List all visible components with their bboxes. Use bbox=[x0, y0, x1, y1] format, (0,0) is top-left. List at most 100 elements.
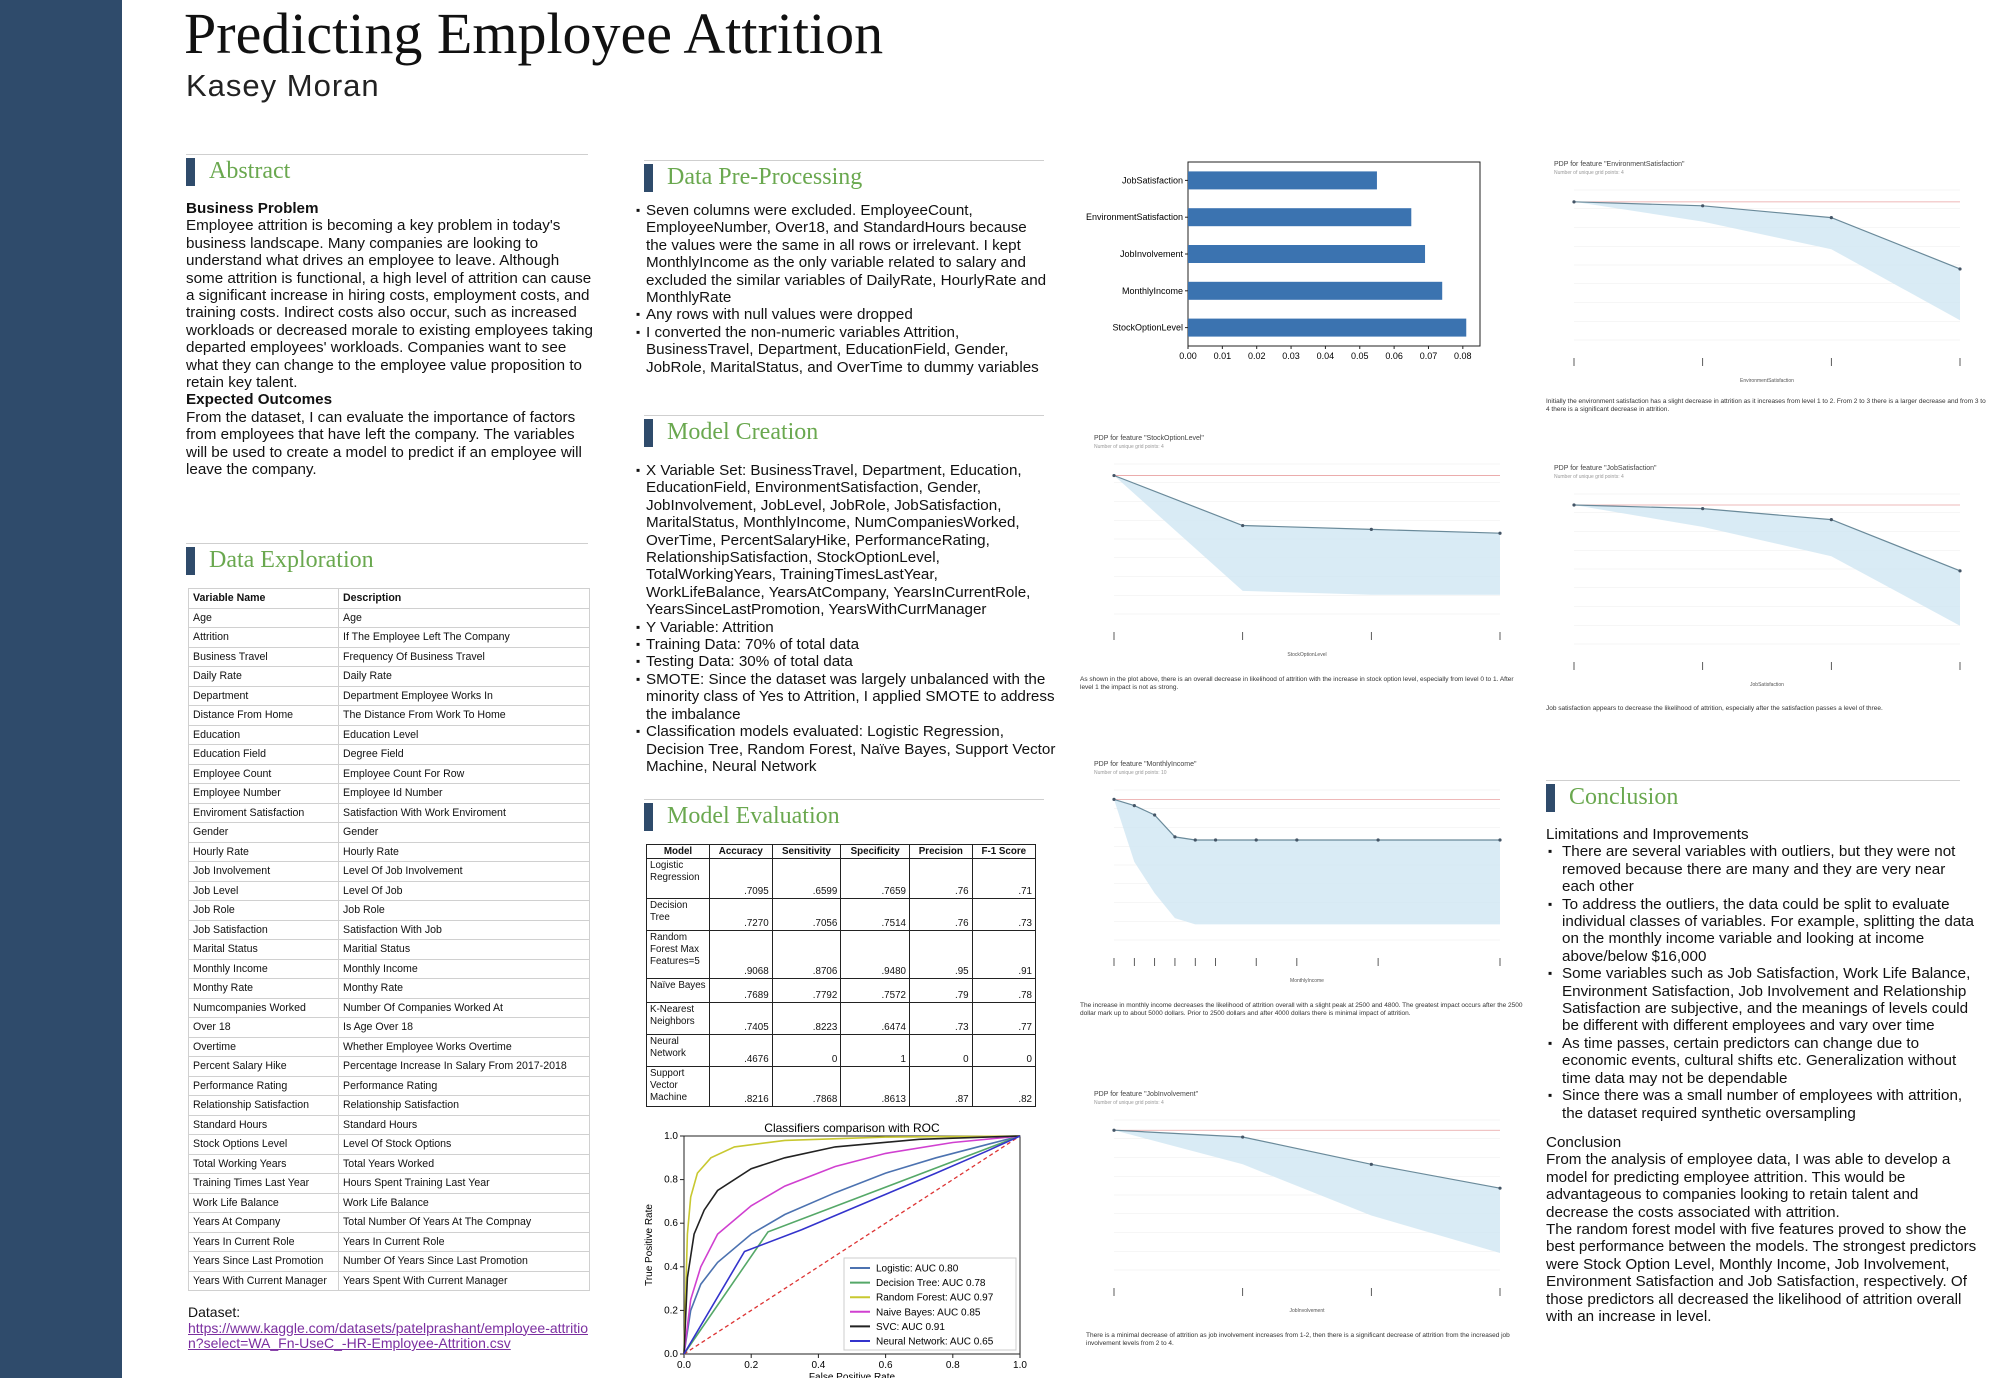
metric-value: .8706 bbox=[771, 930, 842, 979]
table-row: Attrition If The Employee Left The Compan… bbox=[188, 627, 590, 648]
pdp-point bbox=[1572, 503, 1576, 507]
table-cell: Years In Current Role bbox=[188, 1231, 339, 1252]
heading-bar bbox=[644, 802, 653, 831]
table-row: Numcompanies Worked Number Of Companies W… bbox=[188, 997, 590, 1018]
x-tick-label: 1.0 bbox=[1013, 1360, 1027, 1371]
table-row: Department Department Employee Works In bbox=[188, 685, 590, 706]
table-cell: Stock Options Level bbox=[188, 1134, 339, 1155]
confidence-band bbox=[1114, 1130, 1500, 1253]
category-label: StockOptionLevel bbox=[1112, 323, 1183, 333]
table-cell: Gender bbox=[338, 822, 590, 843]
y-tick-label: 0.0 bbox=[664, 1349, 678, 1360]
legend-box bbox=[843, 1257, 1017, 1351]
metric-value: .82 bbox=[971, 1066, 1037, 1107]
table-row: Support Vector Machine .8216.7868.8613.87… bbox=[646, 1066, 1037, 1107]
metric-value: .7514 bbox=[840, 898, 910, 931]
pdp-point bbox=[1572, 200, 1576, 204]
legend-entry: SVC: AUC 0.91 bbox=[876, 1322, 945, 1333]
list-item: X Variable Set: BusinessTravel, Departme… bbox=[636, 462, 1056, 619]
metric-value: .73 bbox=[908, 1002, 973, 1035]
pdp-subtitle: Number of unique grid points: 4 bbox=[1554, 170, 1624, 176]
x-tick-label: 0.06 bbox=[1385, 351, 1403, 361]
dataset-label: Dataset: bbox=[188, 1304, 241, 1320]
x-tick-label: 0.05 bbox=[1351, 351, 1369, 361]
model-name: Random Forest Max Features=5 bbox=[646, 930, 710, 979]
table-cell: Standard Hours bbox=[188, 1114, 339, 1135]
table-cell: Is Age Over 18 bbox=[338, 1017, 590, 1038]
list-item: Classification models evaluated: Logisti… bbox=[636, 723, 1056, 775]
metric-value: 0 bbox=[908, 1034, 973, 1067]
conclusion-heading: Conclusion bbox=[1546, 780, 1960, 814]
model-name: Neural Network bbox=[646, 1034, 710, 1067]
roc-series-line bbox=[683, 1135, 1021, 1355]
table-row: Daily Rate Daily Rate bbox=[188, 666, 590, 687]
table-cell: Number Of Years Since Last Promotion bbox=[338, 1251, 590, 1272]
heading-bar bbox=[1546, 783, 1555, 812]
pdp-point bbox=[1213, 838, 1218, 842]
column-header: Description bbox=[338, 588, 590, 609]
metric-value: .7792 bbox=[771, 978, 842, 1003]
table-cell: Level Of Job Involvement bbox=[338, 861, 590, 882]
metric-value: .95 bbox=[908, 930, 973, 979]
metric-value: .7270 bbox=[709, 898, 773, 931]
x-tick-label: 0.03 bbox=[1282, 351, 1300, 361]
dataset-link[interactable]: https://www.kaggle.com/datasets/patelpra… bbox=[188, 1319, 588, 1351]
importance-bar bbox=[1188, 208, 1412, 227]
list-item: There are several variables with outlier… bbox=[1546, 843, 1978, 895]
table-header-row: Model Accuracy Sensitivity Specificity Preci… bbox=[646, 844, 1037, 859]
table-cell: Monthly Income bbox=[338, 958, 590, 979]
pdp-x-label: JobInvolvement bbox=[1289, 1308, 1325, 1314]
table-cell: Percentage Increase In Salary From 2017-… bbox=[338, 1056, 590, 1077]
pdp-point bbox=[1701, 204, 1705, 208]
table-cell: Monthly Income bbox=[188, 958, 339, 979]
metric-value: 0 bbox=[971, 1034, 1037, 1067]
chance-line bbox=[683, 1135, 1021, 1355]
pdp-caption: Job satisfaction appears to decrease the… bbox=[1546, 705, 1883, 712]
table-cell: Daily Rate bbox=[338, 666, 590, 687]
metric-value: 0 bbox=[771, 1034, 842, 1067]
creation-list: X Variable Set: BusinessTravel, Departme… bbox=[636, 462, 1056, 775]
table-row: Standard Hours Standard Hours bbox=[188, 1114, 590, 1135]
table-cell: Employee Count bbox=[188, 763, 339, 784]
table-cell: Percent Salary Hike bbox=[188, 1056, 339, 1077]
exploration-heading-text: Data Exploration bbox=[209, 547, 374, 573]
pdp-line bbox=[1573, 201, 1961, 270]
pdp-point bbox=[1498, 1186, 1502, 1190]
table-cell: Employee Id Number bbox=[338, 783, 590, 804]
creation-heading: Model Creation bbox=[644, 415, 1044, 449]
metric-value: .9480 bbox=[840, 930, 910, 979]
table-cell: Years With Current Manager bbox=[188, 1270, 339, 1291]
table-row: Naïve Bayes .7689.7792.7572.79.78 bbox=[646, 978, 1037, 1003]
pdp-point bbox=[1173, 835, 1177, 839]
table-cell: Gender bbox=[188, 822, 339, 843]
importance-bar bbox=[1188, 171, 1377, 190]
legend-entry: Naive Bayes: AUC 0.85 bbox=[876, 1307, 981, 1318]
importance-bar bbox=[1188, 281, 1443, 300]
confidence-band bbox=[1114, 475, 1500, 595]
table-cell: Age bbox=[188, 607, 339, 628]
table-row: Job Involvement Level Of Job Involvement bbox=[188, 861, 590, 882]
column-header: F-1 Score bbox=[971, 844, 1037, 859]
table-row: Relationship Satisfaction Relationship Sa… bbox=[188, 1095, 590, 1116]
pdp-x-label: EnvironmentSatisfaction bbox=[1740, 378, 1794, 384]
pdp-point bbox=[1498, 531, 1502, 535]
pdp-subtitle: Number of unique grid points: 4 bbox=[1094, 444, 1164, 450]
column-header: Variable Name bbox=[188, 588, 339, 609]
pdp-plot-stock-option-level: PDP for feature "StockOptionLevel" Number… bbox=[1094, 435, 1502, 658]
table-cell: Years Since Last Promotion bbox=[188, 1251, 339, 1272]
table-cell: Job Level bbox=[188, 880, 339, 901]
confidence-band bbox=[1114, 799, 1500, 925]
evaluation-table: Model Accuracy Sensitivity Specificity Preci… bbox=[646, 844, 1037, 1107]
metric-value: .4676 bbox=[709, 1034, 773, 1067]
category-label: JobInvolvement bbox=[1120, 249, 1184, 259]
table-cell: Whether Employee Works Overtime bbox=[338, 1036, 590, 1057]
pdp-title: PDP for feature "MonthlyIncome" bbox=[1094, 761, 1197, 768]
table-cell: Employee Count For Row bbox=[338, 763, 590, 784]
model-name: K-Nearest Neighbors bbox=[646, 1002, 710, 1035]
table-cell: The Distance From Work To Home bbox=[338, 705, 590, 726]
table-header-row: Variable Name Description bbox=[188, 588, 590, 609]
column-header: Specificity bbox=[840, 844, 910, 859]
outcomes-label: Expected Outcomes bbox=[186, 391, 333, 409]
pdp-caption: The increase in monthly income decreases… bbox=[1080, 1002, 1523, 1017]
table-row: Random Forest Max Features=5.9068.8706.9… bbox=[646, 930, 1037, 979]
